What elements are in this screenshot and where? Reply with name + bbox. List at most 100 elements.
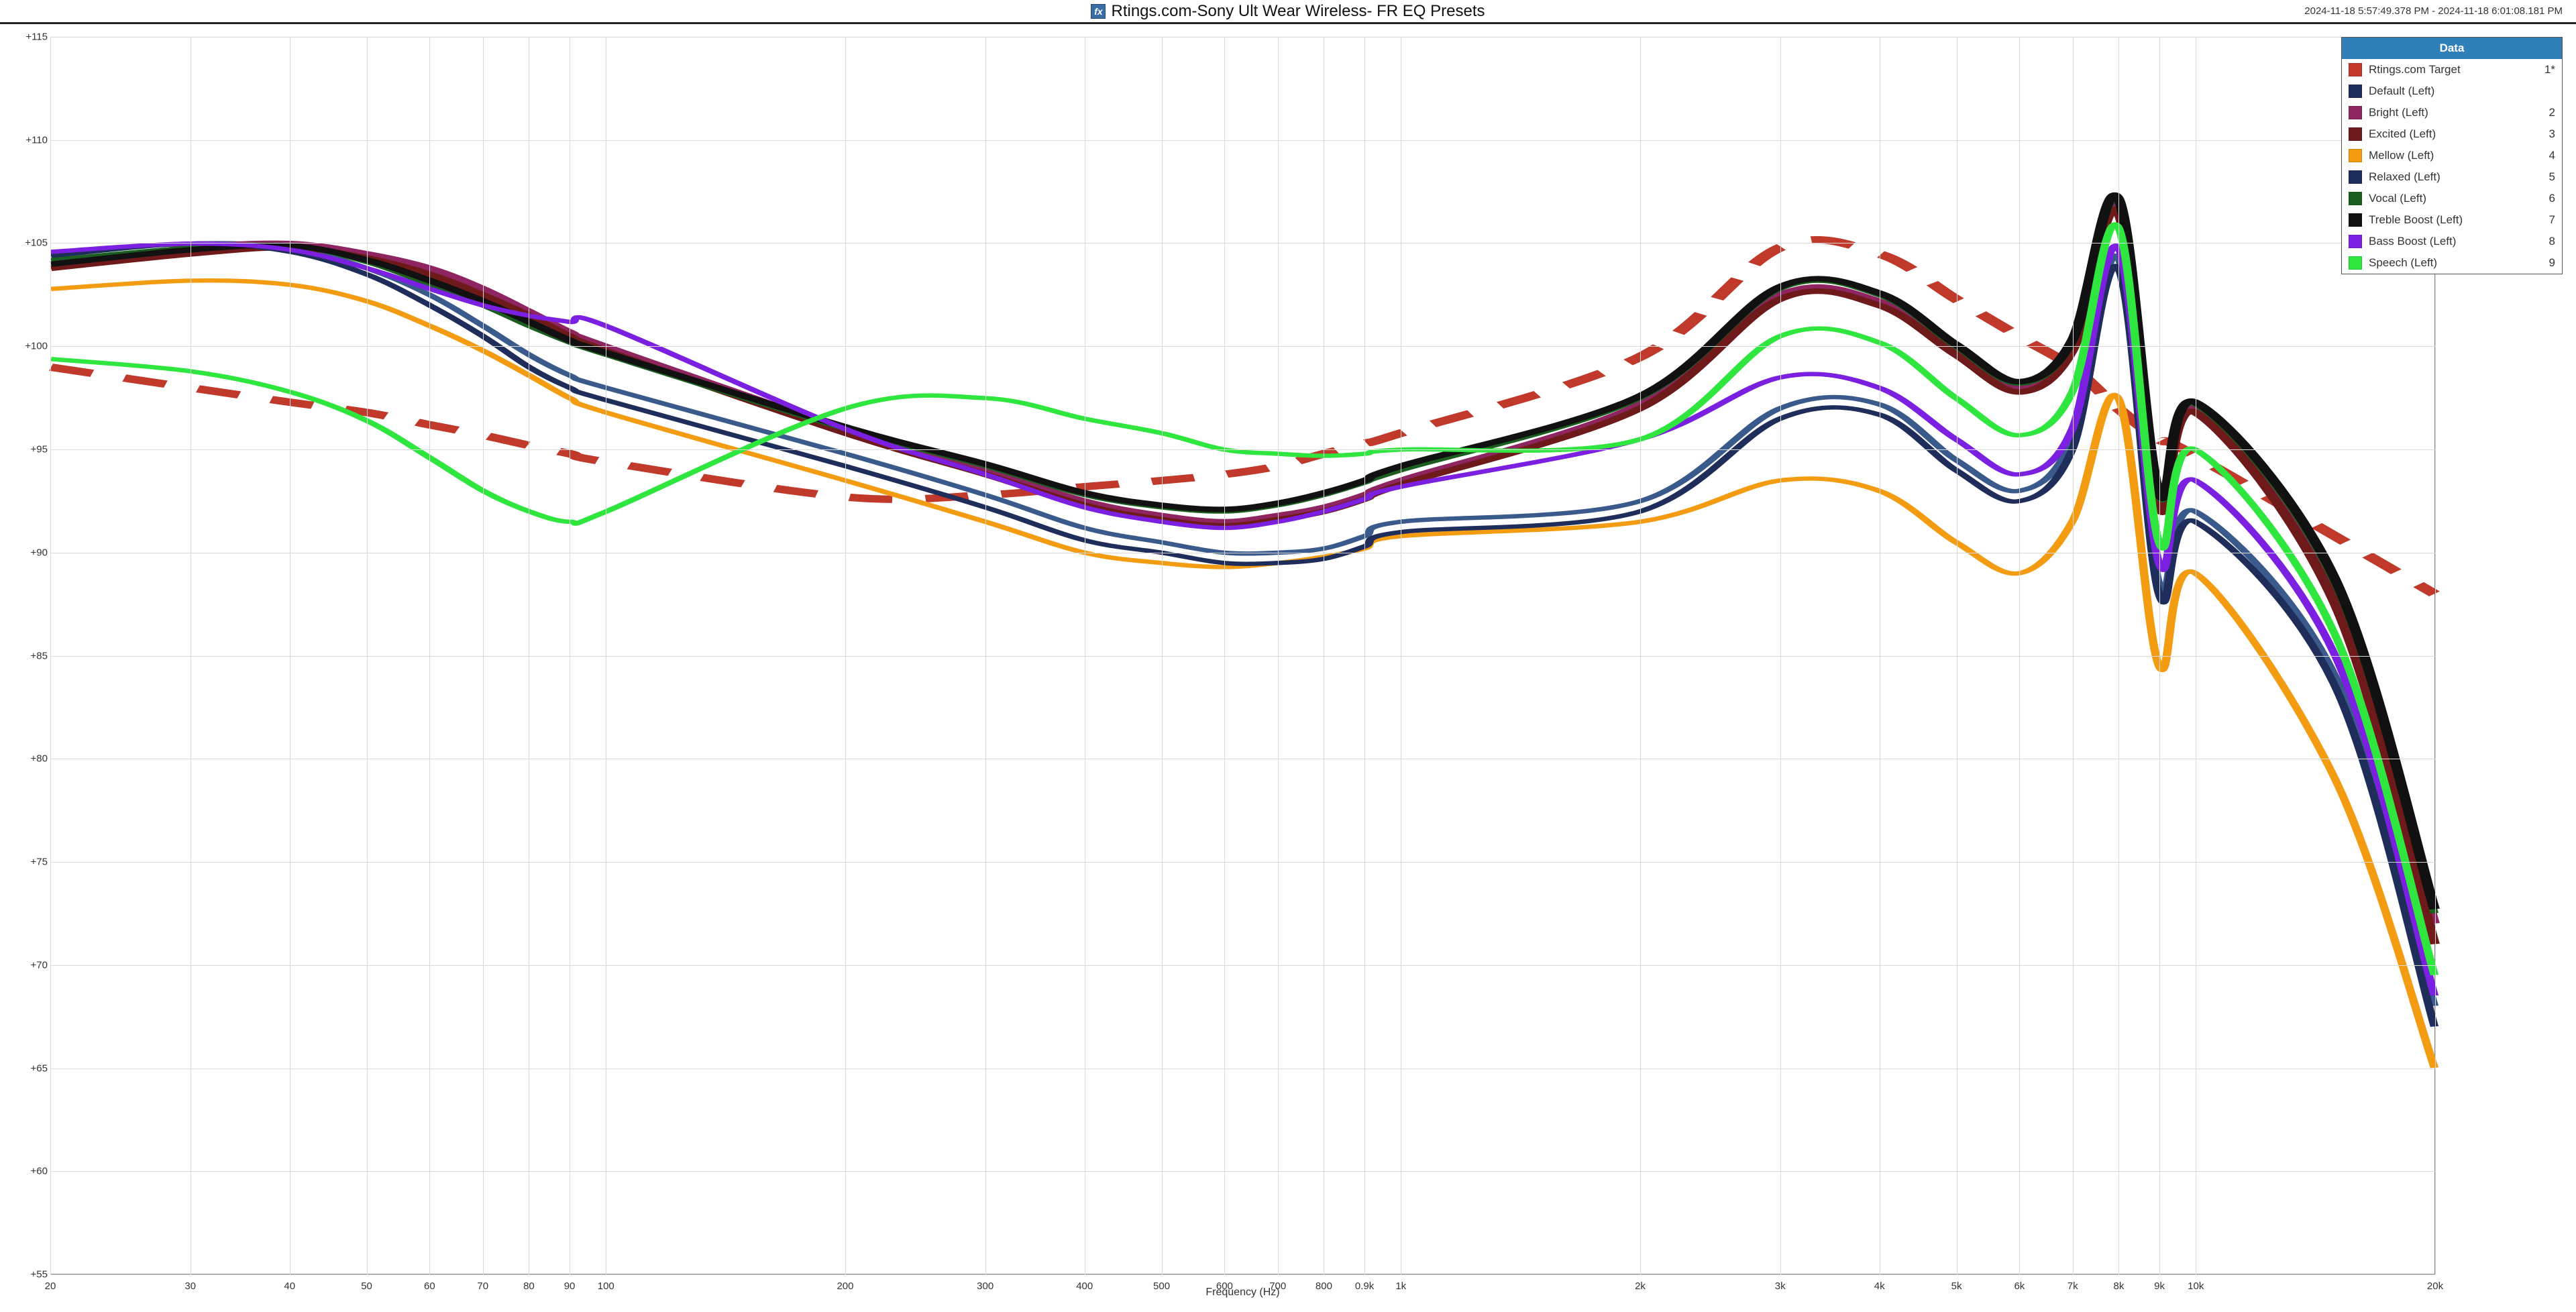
y-tick-label: +70	[18, 959, 48, 971]
y-tick-label: +80	[18, 753, 48, 765]
legend-swatch	[2349, 256, 2362, 270]
vertical-gridline	[1224, 37, 1225, 1274]
x-tick-label: 5k	[1951, 1280, 1962, 1292]
legend-panel: Data Rtings.com Target 1* Default (Left) Br…	[2341, 37, 2563, 274]
legend-item-bright-left-[interactable]: Bright (Left) 2	[2342, 102, 2562, 123]
legend-label: Speech (Left)	[2369, 256, 2546, 270]
legend-swatch	[2349, 85, 2362, 98]
y-tick-label: +55	[18, 1269, 48, 1280]
vertical-gridline	[2073, 37, 2074, 1274]
x-tick-label: 500	[1153, 1280, 1170, 1292]
vertical-gridline	[50, 37, 51, 1274]
x-tick-label: 200	[837, 1280, 853, 1292]
vertical-gridline	[2019, 37, 2020, 1274]
legend-item-vocal-left-[interactable]: Vocal (Left) 6	[2342, 188, 2562, 209]
legend-label: Excited (Left)	[2369, 127, 2546, 141]
legend-num: 3	[2549, 127, 2555, 141]
legend-num: 8	[2549, 235, 2555, 248]
legend-swatch	[2349, 192, 2362, 205]
chart-title: Rtings.com-Sony Ult Wear Wireless- FR EQ…	[1111, 2, 1485, 21]
y-tick-label: +105	[18, 237, 48, 249]
legend-title: Data	[2342, 38, 2562, 59]
legend-swatch	[2349, 127, 2362, 141]
legend-swatch	[2349, 213, 2362, 227]
horizontal-gridline	[50, 965, 2435, 966]
vertical-gridline	[985, 37, 986, 1274]
curve-vocal-left-	[51, 199, 2434, 913]
vertical-gridline	[1364, 37, 1365, 1274]
legend-num: 6	[2549, 192, 2555, 205]
fx-icon: fx	[1091, 4, 1106, 19]
y-tick-label: +110	[18, 134, 48, 146]
x-tick-label: 1k	[1395, 1280, 1406, 1292]
horizontal-gridline	[50, 656, 2435, 657]
legend-num: 7	[2549, 213, 2555, 227]
y-tick-label: +100	[18, 341, 48, 352]
x-tick-label: 20k	[2427, 1280, 2443, 1292]
legend-swatch	[2349, 106, 2362, 119]
legend-label: Mellow (Left)	[2369, 149, 2546, 162]
vertical-gridline	[483, 37, 484, 1274]
legend-swatch	[2349, 170, 2362, 184]
x-tick-label: 20	[45, 1280, 56, 1292]
y-tick-label: +60	[18, 1166, 48, 1177]
x-tick-label: 600	[1216, 1280, 1233, 1292]
legend-item-speech-left-[interactable]: Speech (Left) 9	[2342, 252, 2562, 274]
y-tick-label: +115	[18, 32, 48, 43]
x-tick-label: 80	[523, 1280, 535, 1292]
y-tick-label: +85	[18, 650, 48, 661]
x-tick-label: 2k	[1635, 1280, 1646, 1292]
vertical-gridline	[1278, 37, 1279, 1274]
legend-label: Relaxed (Left)	[2369, 170, 2546, 184]
vertical-gridline	[1640, 37, 1641, 1274]
horizontal-gridline	[50, 1171, 2435, 1172]
curve-bass-boost-left-	[51, 243, 2434, 995]
timestamp-range: 2024-11-18 5:57:49.378 PM - 2024-11-18 6…	[2304, 5, 2563, 17]
vertical-gridline	[367, 37, 368, 1274]
legend-swatch	[2349, 63, 2362, 76]
y-tick-label: +90	[18, 547, 48, 558]
legend-item-rtings-com-target[interactable]: Rtings.com Target 1*	[2342, 59, 2562, 80]
legend-num: 9	[2549, 256, 2555, 270]
legend-item-treble-boost-left-[interactable]: Treble Boost (Left) 7	[2342, 209, 2562, 231]
legend-label: Bass Boost (Left)	[2369, 235, 2546, 248]
chart-plot-area: RMS Level -> Smooth (dBSPL) Frequency (H…	[50, 37, 2435, 1274]
legend-rows: Rtings.com Target 1* Default (Left) Bright …	[2342, 59, 2562, 274]
legend-label: Treble Boost (Left)	[2369, 213, 2546, 227]
title-bar: fx Rtings.com-Sony Ult Wear Wireless- FR…	[0, 0, 2576, 24]
x-tick-label: 50	[361, 1280, 372, 1292]
legend-num: 4	[2549, 149, 2555, 162]
legend-item-mellow-left-[interactable]: Mellow (Left) 4	[2342, 145, 2562, 166]
x-tick-label: 3k	[1775, 1280, 1786, 1292]
horizontal-gridline	[50, 37, 2435, 38]
x-tick-label: 70	[477, 1280, 488, 1292]
horizontal-gridline	[50, 1274, 2435, 1275]
legend-label: Rtings.com Target	[2369, 63, 2542, 76]
x-tick-label: 6k	[2014, 1280, 2025, 1292]
curve-default-left-	[51, 243, 2434, 1006]
legend-label: Bright (Left)	[2369, 106, 2546, 119]
legend-num: 2	[2549, 106, 2555, 119]
horizontal-gridline	[50, 140, 2435, 141]
legend-item-relaxed-left-[interactable]: Relaxed (Left) 5	[2342, 166, 2562, 188]
x-tick-label: 100	[598, 1280, 614, 1292]
vertical-gridline	[2159, 37, 2160, 1274]
x-tick-label: 9k	[2154, 1280, 2165, 1292]
x-tick-label: 300	[977, 1280, 994, 1292]
legend-item-excited-left-[interactable]: Excited (Left) 3	[2342, 123, 2562, 145]
curve-relaxed-left-	[51, 243, 2434, 1026]
vertical-gridline	[2118, 37, 2119, 1274]
x-tick-label: 800	[1316, 1280, 1332, 1292]
legend-swatch	[2349, 149, 2362, 162]
vertical-gridline	[845, 37, 846, 1274]
legend-item-bass-boost-left-[interactable]: Bass Boost (Left) 8	[2342, 231, 2562, 252]
x-tick-label: 10k	[2188, 1280, 2204, 1292]
chart-window: fx Rtings.com-Sony Ult Wear Wireless- FR…	[0, 0, 2576, 1312]
x-tick-label: 4k	[1874, 1280, 1885, 1292]
legend-item-default-left-[interactable]: Default (Left)	[2342, 80, 2562, 102]
legend-label: Default (Left)	[2369, 85, 2555, 98]
x-tick-label: 30	[184, 1280, 196, 1292]
y-tick-label: +95	[18, 443, 48, 455]
horizontal-gridline	[50, 346, 2435, 347]
y-tick-label: +75	[18, 856, 48, 867]
